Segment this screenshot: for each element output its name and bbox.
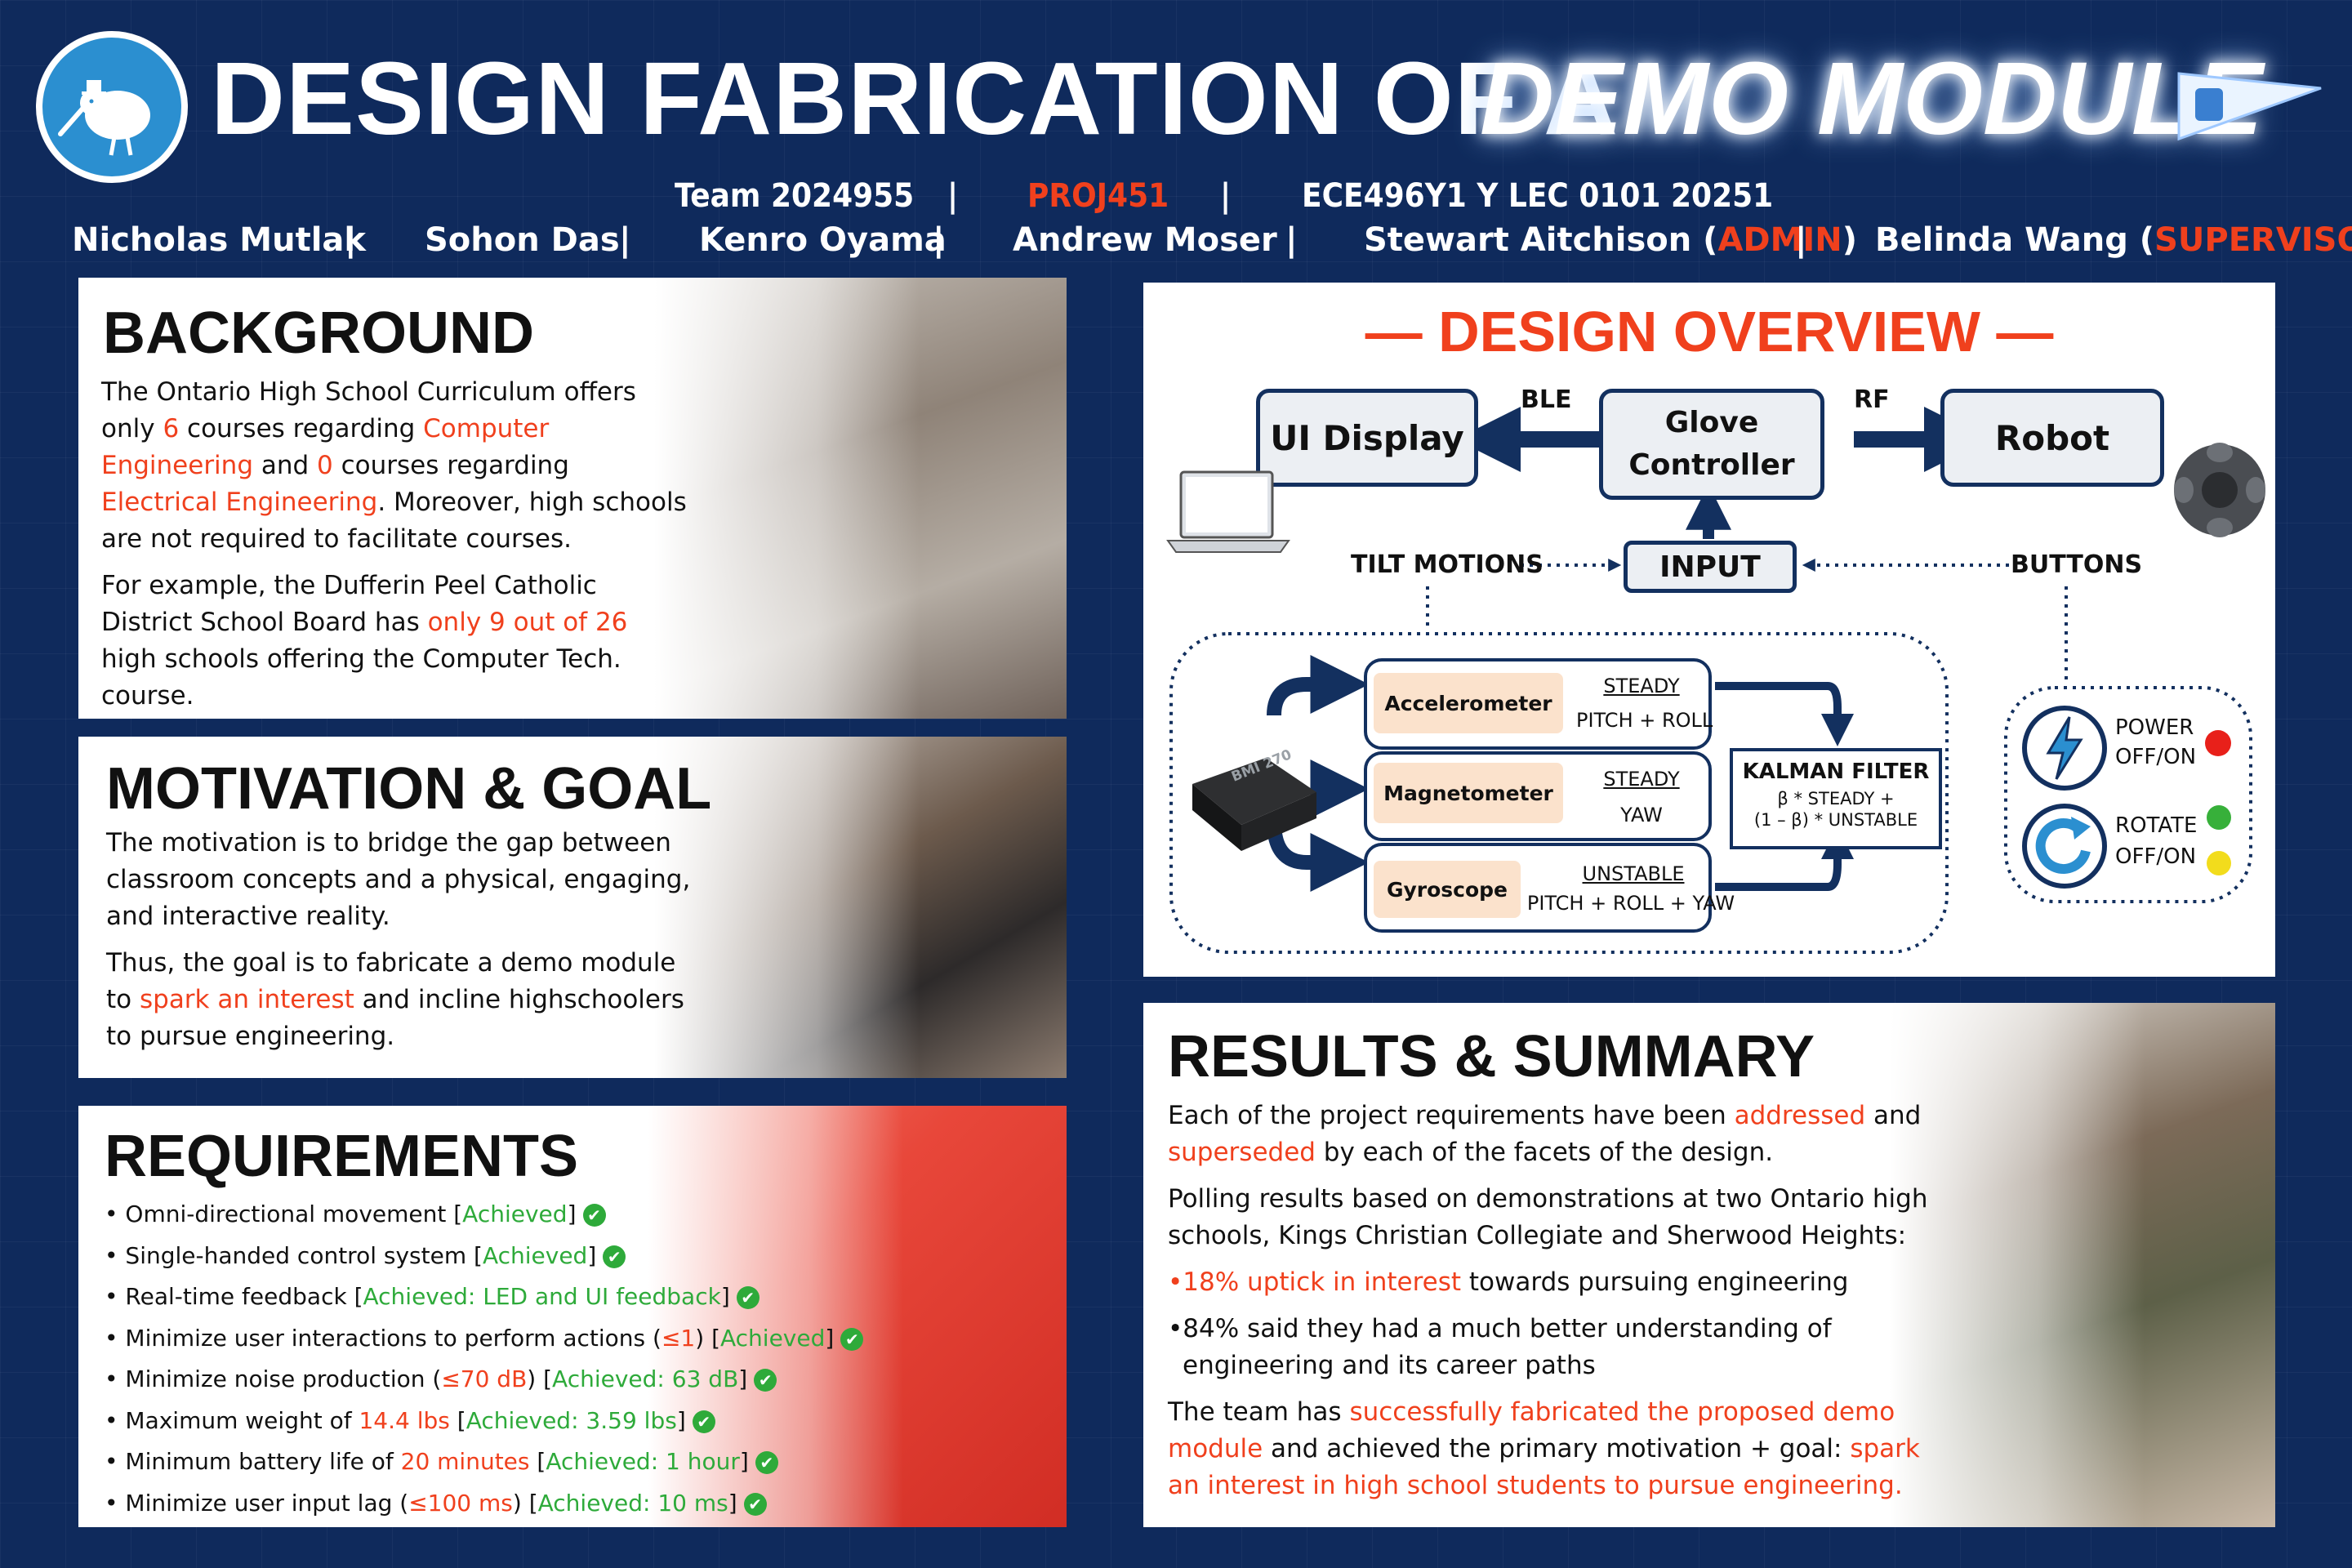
separator: | [345,221,357,259]
poster-title-accent: DEMO MODULE [1480,41,2263,156]
laptop-icon [1166,467,1294,562]
glove-controller-box: Glove Controller [1599,389,1824,500]
poster-title: DESIGN FABRICATION OF A [211,41,1619,156]
magnetometer-label: Magnetometer [1374,763,1563,823]
buttons-label: BUTTONS [2011,550,2143,579]
motivation-paragraph: Thus, the goal is to fabricate a demo mo… [106,948,684,1051]
requirement-item: • Minimize user input lag (≤100 ms) [Ach… [105,1483,863,1525]
background-panel: BACKGROUND The Ontario High School Curri… [78,278,1067,719]
supervisor-name: Belinda Wang [1875,221,2128,259]
overview-title: — DESIGN OVERVIEW — [1365,300,2054,363]
results-bullet: •84% said they had a much better underst… [1168,1314,1832,1380]
results-paragraph: Each of the project requirements have be… [1168,1101,1922,1167]
requirement-item: • Omni-directional movement [Achieved] ✔ [105,1194,863,1236]
check-icon: ✔ [692,1410,715,1433]
requirement-item: • Maximum weight of 14.4 lbs [Achieved: … [105,1401,863,1442]
separator: | [619,221,631,259]
supervisor-role: SUPERVISOR [2154,221,2352,259]
separator: | [933,221,945,259]
bmi270-chip-icon [1184,751,1323,858]
requirement-item: • Minimize user interactions to perform … [105,1318,864,1360]
input-box: INPUT [1624,541,1797,593]
member-name: Andrew Moser [1013,221,1277,259]
member-name: Kenro Oyama [699,221,947,259]
rf-label: RF [1854,385,1890,414]
separator: | [1220,177,1232,215]
course-code: ECE496Y1 Y LEC 0101 20251 [1302,177,1774,215]
kiwi-bird-icon [58,80,150,156]
rotate-label-2: OFF/ON [2115,844,2197,869]
motivation-panel: MOTIVATION & GOAL The motivation is to b… [78,737,1067,1078]
requirement-item: • Real-time feedback [Achieved: LED and … [105,1276,863,1318]
university-pennant-icon [2172,57,2328,147]
power-button-icon [2022,706,2107,791]
results-title: RESULTS & SUMMARY [1168,1024,1815,1089]
check-icon: ✔ [582,1204,606,1227]
kalman-line-2: (1 – β) * UNSTABLE [1753,810,1918,830]
accelerometer-axes: PITCH + ROLL [1576,709,1713,732]
kalman-filter-box: KALMAN FILTER β * STEADY + (1 – β) * UNS… [1730,748,1942,849]
requirement-item: • Minimize noise production (≤70 dB) [Ac… [105,1359,863,1401]
motivation-title: MOTIVATION & GOAL [106,756,712,822]
gyroscope-axes: PITCH + ROLL + YAW [1526,892,1735,915]
motivation-paragraph: The motivation is to bridge the gap betw… [106,828,691,931]
requirement-item: • Minimum battery life of 20 minutes [Ac… [105,1441,863,1483]
ui-display-box: UI Display [1256,389,1478,487]
admin-credit: Stewart Aitchison (ADMIN) [1364,221,1858,259]
magnetometer-steady: STEADY [1603,768,1680,791]
ble-label: BLE [1521,385,1572,414]
background-title: BACKGROUND [103,301,534,366]
yellow-led-icon [2207,851,2231,875]
admin-name: Stewart Aitchison [1364,221,1692,259]
check-icon: ✔ [840,1327,864,1351]
accelerometer-steady: STEADY [1603,675,1680,697]
check-icon: ✔ [754,1369,777,1392]
separator: | [1285,221,1298,259]
supervisor-credit: Belinda Wang (SUPERVISOR) [1875,220,2352,260]
requirements-list: • Omni-directional movement [Achieved] ✔ … [105,1194,864,1525]
tilt-motions-label: TILT MOTIONS [1351,550,1544,579]
results-paragraph: Polling results based on demonstrations … [1168,1184,1928,1250]
separator: | [1795,221,1807,259]
requirements-panel: REQUIREMENTS • Omni-directional movement… [78,1106,1067,1527]
check-icon: ✔ [603,1245,626,1268]
motivation-text: The motivation is to bridge the gap betw… [106,825,694,1065]
check-icon: ✔ [755,1451,778,1474]
check-icon: ✔ [736,1286,760,1309]
green-led-icon [2207,805,2231,830]
admin-role: ADMIN [1717,221,1842,259]
results-text: Each of the project requirements have be… [1168,1098,1936,1514]
kalman-line-1: β * STEADY + [1777,789,1895,808]
results-panel: RESULTS & SUMMARY Each of the project re… [1143,1003,2275,1527]
gyroscope-unstable: UNSTABLE [1582,862,1685,885]
accelerometer-label: Accelerometer [1374,673,1563,733]
team-number: Team 2024955 [675,177,915,215]
background-paragraph: The Ontario High School Curriculum offer… [101,377,687,554]
kiwi-logo [36,31,188,183]
results-bullet: •18% uptick in interest towards pursuing… [1168,1267,1849,1297]
kalman-title: KALMAN FILTER [1742,760,1930,784]
rotate-button-icon [2022,804,2107,889]
rotate-label-1: ROTATE [2115,813,2198,838]
check-icon: ✔ [743,1492,767,1516]
magnetometer-axes: YAW [1620,804,1663,826]
red-led-icon [2205,730,2231,756]
gyroscope-label: Gyroscope [1374,861,1521,918]
results-paragraph: The team has successfully fabricated the… [1168,1397,1920,1500]
member-name: Sohon Das [425,221,620,259]
robot-box: Robot [1940,389,2164,487]
power-label-1: POWER [2115,715,2194,740]
requirements-title: REQUIREMENTS [105,1124,579,1189]
design-overview-panel: — DESIGN OVERVIEW — UI Display Glove Con… [1143,283,2275,977]
requirement-item: • Single-handed control system [Achieved… [105,1236,863,1277]
power-label-2: OFF/ON [2115,745,2197,769]
member-name: Nicholas Mutlak [72,221,366,259]
background-paragraph: For example, the Dufferin Peel Catholic … [101,571,628,710]
separator: | [947,177,959,215]
project-code: PROJ451 [1027,177,1169,215]
background-text: The Ontario High School Curriculum offer… [101,374,689,719]
omni-wheel-icon [2164,434,2275,546]
